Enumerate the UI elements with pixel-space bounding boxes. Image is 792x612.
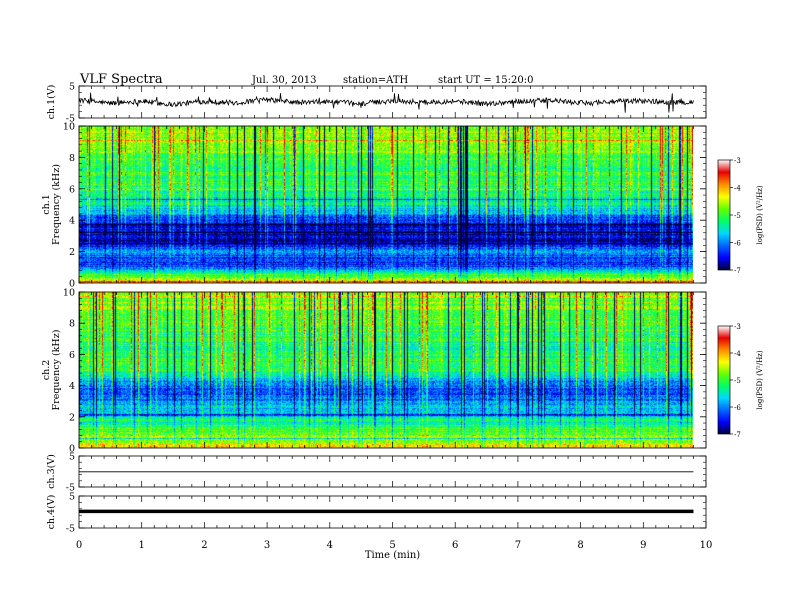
y-axis-title-text: ch.1(V) (46, 85, 57, 120)
spectrogram-image (79, 292, 693, 448)
y-axis-title-text: ch.4(V) (46, 495, 57, 530)
chart-title: VLF Spectra (80, 72, 163, 87)
y-tick-label: 10 (63, 122, 75, 133)
date-label: Jul. 30, 2013 (252, 75, 317, 86)
y-axis-title-text: Frequency (kHz) (51, 330, 62, 411)
spectrogram-panel-2 (78, 125, 707, 284)
y-tick-label: 6 (69, 350, 75, 361)
y-tick-label: 2 (69, 247, 75, 258)
colorbar-tick-label: -4 (734, 350, 741, 358)
y-axis-3: 0 2 4 6 8 10 (63, 288, 706, 455)
y-axis-title-text: Frequency (kHz) (51, 164, 62, 245)
colorbar-gradient (717, 325, 731, 435)
colorbar-2: -3 -4 -5 -6 -7 log(PSD) (V²/Hz) (717, 323, 764, 439)
y-axis-title-4: ch.3(V) (46, 454, 57, 489)
station-label: station=ATH (343, 75, 409, 86)
y-tick-label: 2 (69, 412, 75, 423)
x-tick-label: 1 (139, 540, 145, 551)
y-axis-title-3: ch.2 Frequency (kHz) (41, 330, 62, 411)
y-axis-2: 0 2 4 6 8 10 (63, 122, 706, 290)
colorbar-label: log(PSD) (V²/Hz) (756, 350, 764, 409)
colorbar-tick-label: -6 (734, 404, 741, 412)
y-axis-title-text: ch.2 (41, 360, 52, 381)
y-tick-label: 0 (69, 444, 75, 455)
y-tick-label: 5 (69, 452, 75, 463)
y-tick-label: 10 (63, 288, 75, 299)
colorbar-gradient (717, 159, 731, 271)
y-tick-label: -5 (66, 483, 75, 494)
y-tick-label: 0 (69, 279, 75, 290)
y-tick-label: 4 (69, 381, 75, 392)
colorbar-tick-label: -5 (734, 377, 741, 385)
y-tick-label: 8 (69, 153, 75, 164)
colorbar-tick-label: -3 (734, 323, 741, 331)
y-axis-title-text: ch.3(V) (46, 454, 57, 489)
x-tick-label: 7 (515, 540, 521, 551)
y-tick-label: 5 (69, 82, 75, 93)
colorbar-1: -3 -4 -5 -6 -7 log(PSD) (V²/Hz) (717, 157, 764, 275)
y-axis-title-text: ch.1 (41, 194, 52, 215)
y-axis-title-1: ch.1(V) (46, 85, 57, 120)
x-axis: 0 1 2 3 4 5 6 7 8 9 10 Time (min) (76, 540, 713, 561)
y-axis-5: 5 -5 (66, 492, 706, 535)
x-axis-title: Time (min) (365, 550, 420, 561)
y-tick-label: 5 (69, 492, 75, 503)
y-tick-label: -5 (66, 524, 75, 535)
x-tick-label: 5 (389, 540, 395, 551)
x-tick-label: 10 (700, 540, 713, 551)
colorbar-tick-label: -7 (734, 431, 741, 439)
y-axis-title-5: ch.4(V) (46, 495, 57, 530)
colorbar-tick-label: -5 (734, 212, 741, 220)
colorbar-tick-label: -3 (734, 157, 741, 165)
x-tick-label: 9 (640, 540, 646, 551)
y-tick-label: 8 (69, 319, 75, 330)
spectrogram-panel-3 (78, 291, 707, 449)
y-tick-label: 4 (69, 216, 75, 227)
y-axis-1: 5 -5 (66, 82, 706, 125)
x-tick-label: 0 (76, 540, 82, 551)
colorbar-tick-label: -6 (734, 240, 741, 248)
x-tick-label: 6 (452, 540, 458, 551)
y-axis-4: 5 -5 (66, 452, 706, 494)
x-tick-label: 3 (264, 540, 270, 551)
x-tick-label: 2 (201, 540, 207, 551)
series-line (78, 92, 694, 113)
colorbar-tick-label: -7 (734, 267, 741, 275)
colorbar-label: log(PSD) (V²/Hz) (756, 185, 764, 244)
start-time-label: start UT = 15:20:0 (438, 75, 534, 86)
x-tick-label: 8 (577, 540, 583, 551)
y-tick-label: 6 (69, 184, 75, 195)
colorbar-tick-label: -4 (734, 185, 741, 193)
y-axis-title-2: ch.1 Frequency (kHz) (41, 164, 62, 245)
x-tick-label: 4 (327, 540, 333, 551)
y-tick-label: -5 (66, 114, 75, 125)
spectrogram-image (79, 126, 693, 283)
